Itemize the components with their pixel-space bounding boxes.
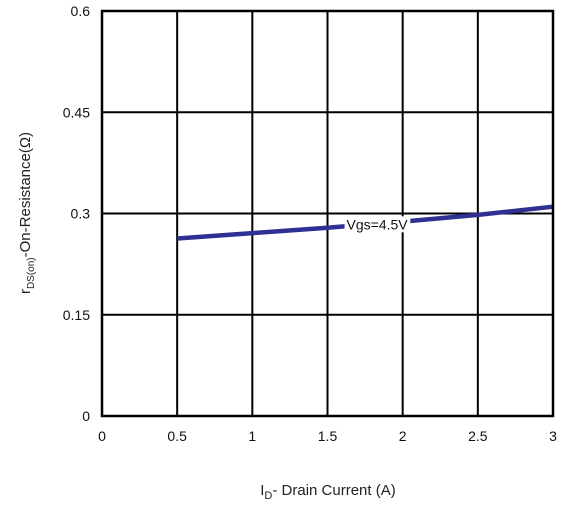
x-axis-ticks: 0 0.5 1 1.5 2 2.5 3	[98, 428, 557, 444]
y-axis-title: rDS(on)-On-Resistance(Ω)	[17, 132, 37, 294]
x-tick-label: 2	[399, 428, 407, 444]
x-tick-label: 0	[98, 428, 106, 444]
series-label: Vgs=4.5V	[347, 216, 409, 232]
x-tick-label: 3	[549, 428, 557, 444]
series-label-background	[344, 216, 411, 233]
plot-border	[100, 9, 555, 418]
y-axis-ticks: 0 0.15 0.3 0.45 0.6	[63, 3, 90, 424]
x-tick-label: 0.5	[167, 428, 187, 444]
x-tick-label: 1.5	[318, 428, 338, 444]
x-tick-label: 1	[248, 428, 256, 444]
series-layer: Vgs=4.5V	[177, 204, 554, 241]
y-tick-label: 0.6	[71, 3, 91, 19]
plot-frame	[100, 9, 555, 418]
y-tick-label: 0.15	[63, 307, 90, 323]
x-tick-label: 2.5	[468, 428, 488, 444]
y-tick-label: 0	[82, 408, 90, 424]
x-axis-title: ID- Drain Current (A)	[260, 482, 395, 502]
y-tick-label: 0.45	[63, 104, 90, 120]
y-tick-label: 0.3	[71, 206, 91, 222]
